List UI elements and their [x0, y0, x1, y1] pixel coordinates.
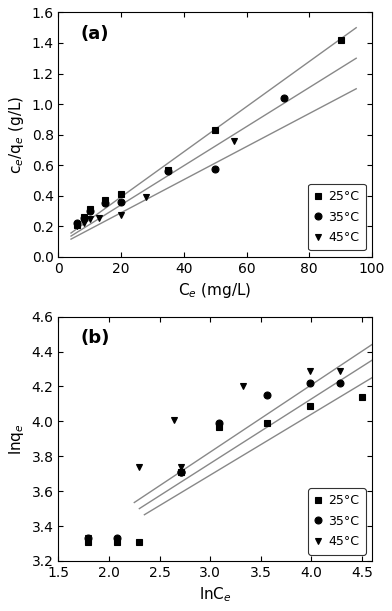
- 45°C: [97, 214, 102, 221]
- 45°C: [87, 216, 92, 223]
- 35°C: [178, 468, 183, 475]
- X-axis label: C$_e$ (mg/L): C$_e$ (mg/L): [178, 281, 252, 300]
- 45°C: [144, 194, 149, 201]
- 35°C: [75, 219, 80, 227]
- 35°C: [264, 392, 269, 399]
- 25°C: [178, 468, 183, 475]
- 25°C: [213, 126, 218, 134]
- 35°C: [178, 468, 183, 475]
- Line: 35°C: 35°C: [74, 95, 288, 227]
- 45°C: [119, 212, 123, 219]
- 45°C: [171, 416, 176, 423]
- 45°C: [85, 535, 90, 542]
- 35°C: [337, 379, 342, 387]
- Text: (a): (a): [80, 24, 109, 43]
- 45°C: [241, 383, 246, 390]
- 25°C: [308, 402, 312, 409]
- Text: (b): (b): [80, 329, 110, 347]
- 45°C: [232, 137, 236, 144]
- 35°C: [166, 167, 171, 175]
- 25°C: [75, 221, 80, 229]
- 25°C: [217, 423, 221, 430]
- 35°C: [103, 200, 108, 207]
- Line: 45°C: 45°C: [84, 367, 343, 542]
- 45°C: [308, 367, 312, 375]
- 35°C: [87, 207, 92, 214]
- 35°C: [81, 214, 86, 221]
- Line: 25°C: 25°C: [74, 37, 344, 228]
- 35°C: [213, 165, 218, 172]
- Legend: 25°C, 35°C, 45°C: 25°C, 35°C, 45°C: [309, 488, 366, 555]
- X-axis label: lnC$_e$: lnC$_e$: [199, 585, 232, 604]
- 45°C: [75, 222, 80, 230]
- 25°C: [359, 393, 364, 401]
- Line: 25°C: 25°C: [84, 393, 365, 545]
- 25°C: [103, 197, 108, 204]
- 35°C: [85, 535, 90, 542]
- 25°C: [87, 205, 92, 212]
- 25°C: [137, 538, 142, 546]
- 35°C: [217, 420, 221, 427]
- 25°C: [166, 166, 171, 174]
- 25°C: [338, 36, 343, 43]
- 35°C: [282, 94, 287, 101]
- 45°C: [337, 367, 342, 375]
- 45°C: [137, 463, 142, 470]
- 35°C: [115, 535, 120, 542]
- 35°C: [119, 199, 123, 206]
- Line: 35°C: 35°C: [84, 379, 343, 542]
- 45°C: [81, 219, 86, 227]
- 35°C: [308, 379, 312, 387]
- Y-axis label: c$_e$/q$_e$ (g/L): c$_e$/q$_e$ (g/L): [7, 95, 26, 174]
- Legend: 25°C, 35°C, 45°C: 25°C, 35°C, 45°C: [309, 184, 366, 251]
- 25°C: [85, 538, 90, 546]
- 25°C: [264, 420, 269, 427]
- Line: 45°C: 45°C: [74, 137, 238, 230]
- 25°C: [119, 191, 123, 198]
- 45°C: [178, 463, 183, 470]
- Y-axis label: lnq$_e$: lnq$_e$: [7, 423, 26, 455]
- 25°C: [115, 538, 120, 546]
- 25°C: [81, 213, 86, 221]
